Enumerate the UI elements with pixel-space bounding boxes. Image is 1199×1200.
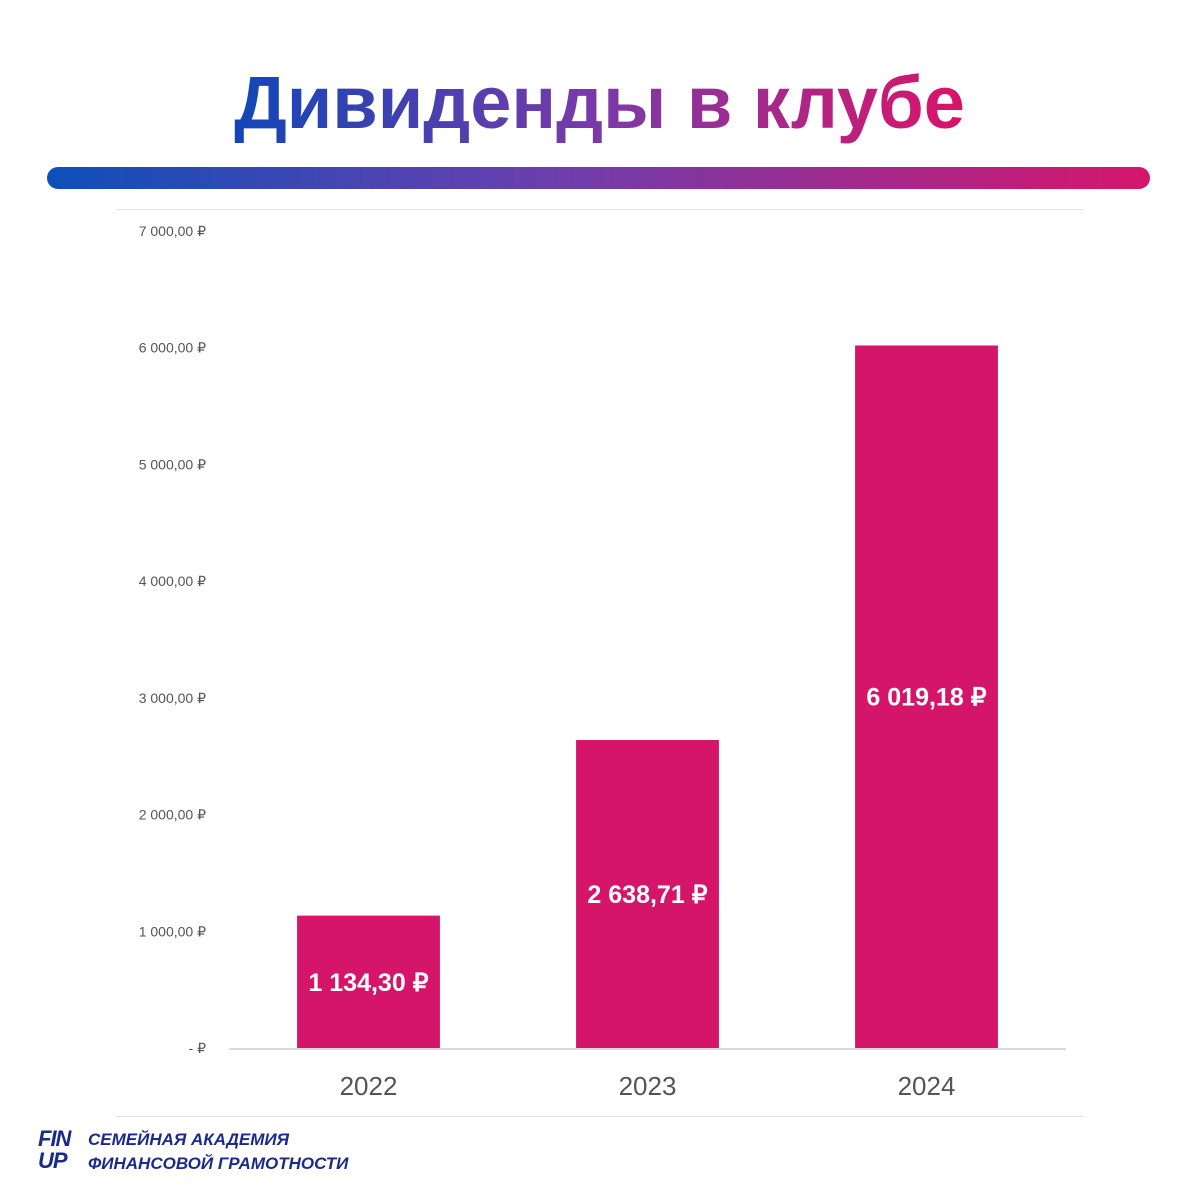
page-title: Дивиденды в клубе	[0, 58, 1199, 148]
logo-text-bottom: UP	[38, 1148, 68, 1173]
y-tick-label: 2 000,00 ₽	[139, 807, 206, 823]
bar-2023	[576, 740, 719, 1048]
x-tick-label: 2024	[898, 1071, 956, 1101]
footer-line-2: ФИНАНСОВОЙ ГРАМОТНОСТИ	[88, 1154, 349, 1173]
bar-2022	[297, 915, 440, 1048]
bar-2024	[855, 345, 998, 1048]
y-tick-label: 5 000,00 ₽	[139, 456, 206, 472]
data-label: 2 638,71 ₽	[587, 881, 707, 909]
y-tick-label: 1 000,00 ₽	[139, 923, 206, 939]
chart-frame-top	[115, 209, 1084, 210]
x-tick-label: 2022	[340, 1071, 398, 1101]
footer-caption: СЕМЕЙНАЯ АКАДЕМИЯ ФИНАНСОВОЙ ГРАМОТНОСТИ	[88, 1128, 348, 1176]
y-tick-label: 6 000,00 ₽	[139, 340, 206, 356]
data-label: 1 134,30 ₽	[308, 969, 428, 997]
y-tick-label: - ₽	[189, 1040, 207, 1056]
footer-line-1: СЕМЕЙНАЯ АКАДЕМИЯ	[88, 1130, 290, 1149]
y-tick-label: 3 000,00 ₽	[139, 690, 206, 706]
y-tick-label: 4 000,00 ₽	[139, 573, 206, 589]
x-tick-label: 2023	[619, 1071, 677, 1101]
logo-text-top: FIN	[38, 1126, 71, 1151]
y-tick-label: 7 000,00 ₽	[139, 223, 206, 239]
title-underline	[47, 167, 1150, 189]
chart-frame-bottom	[115, 1116, 1084, 1117]
data-label: 6 019,18 ₽	[866, 684, 986, 712]
finup-logo: FIN UP	[38, 1126, 98, 1176]
